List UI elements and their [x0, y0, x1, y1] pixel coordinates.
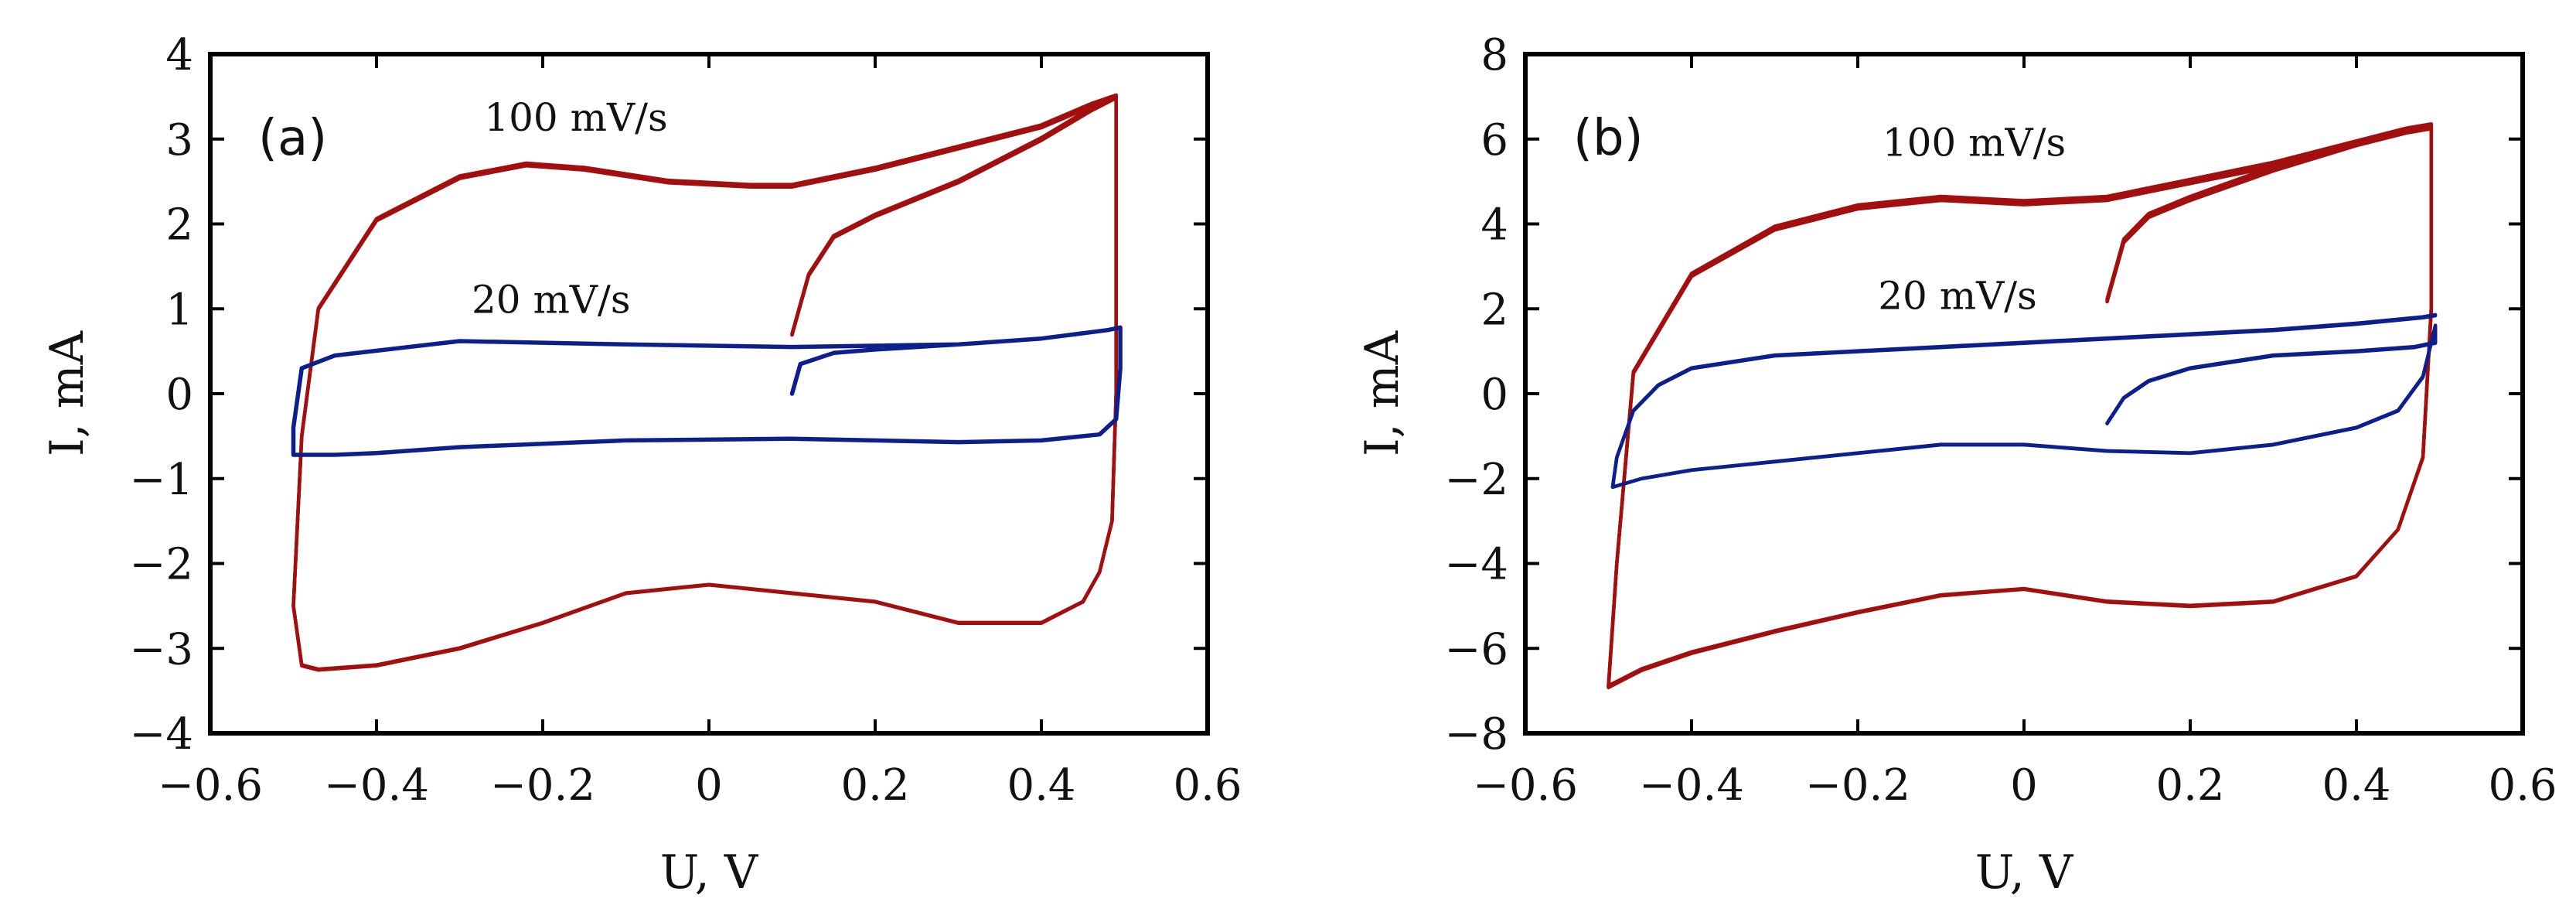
y-tick-label: −4	[129, 709, 193, 760]
panel-label: (a)	[258, 110, 327, 167]
annotation-20-mv-s: 20 mV/s	[472, 278, 631, 323]
y-tick-label: −3	[129, 624, 193, 674]
x-axis-label: U, V	[660, 845, 759, 900]
plot-area	[1607, 121, 2438, 690]
x-tick-label: −0.4	[1639, 760, 1744, 811]
x-tick-label: −0.2	[490, 760, 595, 811]
series-20-mv-s-line	[291, 325, 1123, 457]
series-100-mv-s-line-pass-3	[291, 93, 1118, 672]
y-tick-label: 1	[165, 285, 193, 335]
y-tick-label: 6	[1481, 115, 1508, 166]
series-100-mv-s-line-pass-1	[1607, 127, 2434, 688]
annotation-100-mv-s: 100 mV/s	[484, 95, 667, 140]
x-tick-label: −0.2	[1805, 760, 1910, 811]
y-tick-label: 4	[165, 30, 193, 80]
x-tick-label: 0.4	[2322, 760, 2390, 811]
panel-a: −0.6 −0.4 −0.2 0 0.2 0.4 0.6 −4 −3 −2 −1 0 1 2 3 4 U, V I…	[40, 30, 1242, 900]
series-100-mv-s-line-pass-3	[1607, 121, 2434, 690]
x-tick-label: −0.4	[324, 760, 429, 811]
series-20-mv-s-line-pass-2	[1610, 312, 2438, 489]
y-tick-label: 2	[1481, 285, 1508, 335]
y-tick-label: 3	[165, 115, 193, 166]
x-tick-label: −0.6	[1473, 760, 1578, 811]
y-axis-label: I, mA	[40, 330, 94, 456]
plot-area	[291, 93, 1123, 672]
y-tick-label: 4	[1481, 200, 1508, 251]
x-tick-label: 0.6	[1173, 760, 1242, 811]
x-tick-label: 0.4	[1007, 760, 1075, 811]
y-tick-label: −6	[1444, 624, 1508, 674]
y-tick-label: 2	[165, 200, 193, 251]
x-tick-label: 0	[2010, 760, 2038, 811]
y-tick-label: −1	[129, 455, 193, 505]
y-tick-label: 0	[165, 370, 193, 420]
x-axis-label: U, V	[1975, 845, 2074, 900]
x-tick-label: 0.2	[840, 760, 909, 811]
y-tick-label: −8	[1444, 709, 1508, 760]
y-tick-label: 8	[1481, 30, 1508, 80]
y-tick-label: 0	[1481, 370, 1508, 420]
x-tick-label: 0	[695, 760, 723, 811]
annotation-20-mv-s: 20 mV/s	[1878, 273, 2037, 318]
plot-frame	[208, 52, 1210, 736]
panel-label: (b)	[1573, 110, 1644, 167]
y-axis-label: I, mA	[1355, 330, 1409, 456]
x-tick-label: −0.6	[158, 760, 263, 811]
series-100-mv-s-line-pass-2	[1607, 125, 2434, 688]
x-tick-label: 0.2	[2155, 760, 2224, 811]
y-tick-label: −2	[129, 540, 193, 590]
y-tick-label: −4	[1444, 540, 1508, 590]
annotation-100-mv-s: 100 mV/s	[1883, 121, 2066, 166]
y-tick-label: −2	[1444, 455, 1508, 505]
x-tick-label: 0.6	[2488, 760, 2557, 811]
panel-b: −0.6 −0.4 −0.2 0 0.2 0.4 0.6 −8 −6 −4 −2 0 2 4 6 8 U, V I…	[1355, 30, 2557, 900]
